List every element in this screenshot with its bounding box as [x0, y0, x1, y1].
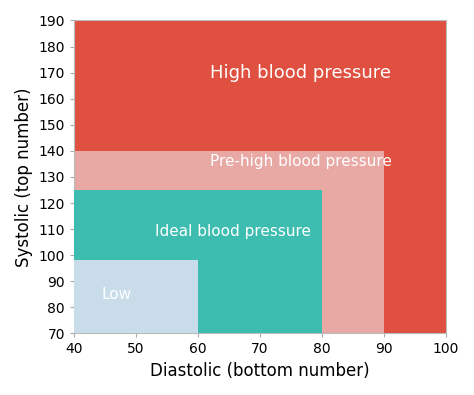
Bar [74, 260, 198, 333]
Y-axis label: Systolic (top number): Systolic (top number) [15, 87, 33, 267]
Bar [74, 151, 384, 333]
Bar [74, 190, 322, 333]
Text: Pre-high blood pressure: Pre-high blood pressure [210, 154, 392, 169]
Text: Low: Low [102, 287, 132, 302]
Text: High blood pressure: High blood pressure [210, 64, 392, 82]
Text: Ideal blood pressure: Ideal blood pressure [155, 224, 310, 239]
X-axis label: Diastolic (bottom number): Diastolic (bottom number) [150, 362, 370, 380]
